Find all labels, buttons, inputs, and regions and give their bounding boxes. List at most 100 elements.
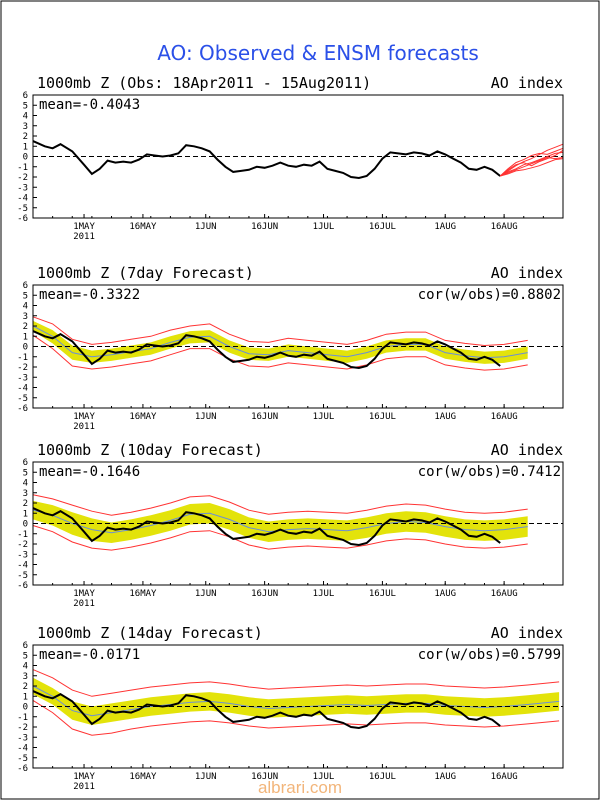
x-tick-label: 16MAY bbox=[129, 412, 157, 422]
y-tick-label: -5 bbox=[17, 571, 28, 581]
y-tick-label: 5 bbox=[23, 291, 28, 301]
y-tick-label: 6 bbox=[23, 281, 28, 291]
x-tick-label: 1JUL bbox=[313, 589, 335, 599]
y-tick-label: 0 bbox=[23, 703, 28, 713]
envelope-low-line bbox=[32, 334, 528, 371]
envelope-low-line bbox=[32, 699, 560, 736]
x-tick-label: 1AUG bbox=[434, 589, 456, 599]
y-tick-label: -1 bbox=[17, 713, 28, 723]
x-tick-label: 1MAY bbox=[73, 772, 95, 782]
x-tick-sublabel: 2011 bbox=[73, 422, 95, 432]
correlation-label: cor(w/obs)=0.5799 bbox=[418, 647, 561, 663]
observed-line bbox=[32, 330, 501, 370]
x-tick-label: 16JUL bbox=[369, 772, 396, 782]
x-tick-sublabel: 2011 bbox=[73, 232, 95, 242]
x-tick-label: 16AUG bbox=[491, 412, 518, 422]
envelope-low-line bbox=[32, 525, 528, 551]
x-tick-sublabel: 2011 bbox=[73, 599, 95, 609]
y-tick-label: 3 bbox=[23, 122, 28, 132]
y-tick-label: -3 bbox=[17, 733, 28, 743]
x-tick-label: 16AUG bbox=[491, 589, 518, 599]
y-tick-label: 3 bbox=[23, 672, 28, 682]
x-tick-label: 16JUL bbox=[369, 589, 396, 599]
x-tick-label: 1JUL bbox=[313, 222, 335, 232]
envelope-high-line bbox=[32, 669, 560, 697]
spread-band bbox=[33, 500, 528, 543]
x-tick-label: 16JUL bbox=[369, 412, 396, 422]
x-tick-label: 1MAY bbox=[73, 222, 95, 232]
x-tick-label: 1JUN bbox=[195, 772, 217, 782]
observed-line bbox=[32, 140, 501, 180]
y-tick-label: 4 bbox=[23, 662, 28, 672]
y-tick-label: -6 bbox=[17, 764, 28, 774]
x-tick-label: 1MAY bbox=[73, 412, 95, 422]
x-tick-label: 1AUG bbox=[434, 222, 456, 232]
y-tick-label: -2 bbox=[17, 173, 28, 183]
correlation-label: cor(w/obs)=0.8802 bbox=[418, 287, 561, 303]
y-tick-label: 2 bbox=[23, 499, 28, 509]
y-tick-label: 0 bbox=[23, 343, 28, 353]
y-tick-label: 5 bbox=[23, 651, 28, 661]
y-tick-label: -6 bbox=[17, 214, 28, 224]
x-tick-label: 1AUG bbox=[434, 412, 456, 422]
y-tick-label: -3 bbox=[17, 550, 28, 560]
panel-title: 1000mb Z (Obs: 18Apr2011 - 15Aug2011) bbox=[37, 74, 371, 92]
y-tick-label: -2 bbox=[17, 540, 28, 550]
panel-right-label: AO index bbox=[491, 441, 563, 459]
y-tick-label: 4 bbox=[23, 479, 28, 489]
x-tick-sublabel: 2011 bbox=[73, 782, 95, 792]
y-tick-label: -3 bbox=[17, 373, 28, 383]
y-tick-label: -1 bbox=[17, 530, 28, 540]
x-tick-label: 16MAY bbox=[129, 222, 157, 232]
panel-0: 1000mb Z (Obs: 18Apr2011 - 15Aug2011) AO … bbox=[17, 74, 564, 242]
x-tick-label: 16MAY bbox=[129, 589, 157, 599]
y-tick-label: 1 bbox=[23, 692, 28, 702]
observed-line bbox=[32, 690, 501, 730]
y-tick-label: 2 bbox=[23, 132, 28, 142]
figure-title: AO: Observed & ENSM forecasts bbox=[157, 41, 479, 65]
ensemble-member-line bbox=[499, 143, 564, 177]
y-tick-label: -1 bbox=[17, 353, 28, 363]
mean-label: mean=-0.4043 bbox=[39, 97, 140, 113]
y-tick-label: 6 bbox=[23, 641, 28, 651]
y-tick-label: 5 bbox=[23, 101, 28, 111]
y-tick-label: -5 bbox=[17, 394, 28, 404]
x-tick-label: 1JUL bbox=[313, 412, 335, 422]
panel-title: 1000mb Z (10day Forecast) bbox=[37, 441, 263, 459]
ensemble-member-line bbox=[500, 156, 564, 177]
x-tick-label: 16AUG bbox=[491, 222, 518, 232]
y-tick-label: 1 bbox=[23, 142, 28, 152]
y-tick-label: -5 bbox=[17, 204, 28, 214]
y-tick-label: 4 bbox=[23, 302, 28, 312]
y-tick-label: -4 bbox=[17, 744, 28, 754]
y-tick-label: -6 bbox=[17, 581, 28, 591]
y-tick-label: -3 bbox=[17, 183, 28, 193]
y-tick-label: 6 bbox=[23, 91, 28, 101]
y-tick-label: -2 bbox=[17, 363, 28, 373]
y-tick-label: 1 bbox=[23, 332, 28, 342]
x-tick-label: 1JUN bbox=[195, 222, 217, 232]
y-tick-label: 6 bbox=[23, 458, 28, 468]
y-tick-label: 0 bbox=[23, 153, 28, 163]
y-tick-label: -5 bbox=[17, 754, 28, 764]
watermark: albrari.com bbox=[257, 778, 343, 797]
y-tick-label: -4 bbox=[17, 561, 28, 571]
x-tick-label: 1MAY bbox=[73, 589, 95, 599]
x-tick-label: 16JUN bbox=[251, 772, 278, 782]
panel-1: 1000mb Z (7day Forecast) AO index6543210-… bbox=[17, 264, 564, 432]
observed-line bbox=[32, 507, 501, 547]
y-tick-label: 3 bbox=[23, 312, 28, 322]
panel-3: 1000mb Z (14day Forecast) AO index 6543210… bbox=[17, 624, 564, 792]
mean-label: mean=-0.0171 bbox=[39, 647, 140, 663]
y-tick-label: 2 bbox=[23, 682, 28, 692]
envelope-high-line bbox=[32, 494, 528, 516]
mean-label: mean=-0.1646 bbox=[39, 464, 140, 480]
y-tick-label: -2 bbox=[17, 723, 28, 733]
ensemble-member-line bbox=[499, 147, 564, 177]
x-tick-label: 16MAY bbox=[129, 772, 157, 782]
panel-right-label: AO index bbox=[491, 264, 563, 282]
x-tick-label: 16JUL bbox=[369, 222, 396, 232]
panel-title: 1000mb Z (7day Forecast) bbox=[37, 264, 254, 282]
y-tick-label: 3 bbox=[23, 489, 28, 499]
